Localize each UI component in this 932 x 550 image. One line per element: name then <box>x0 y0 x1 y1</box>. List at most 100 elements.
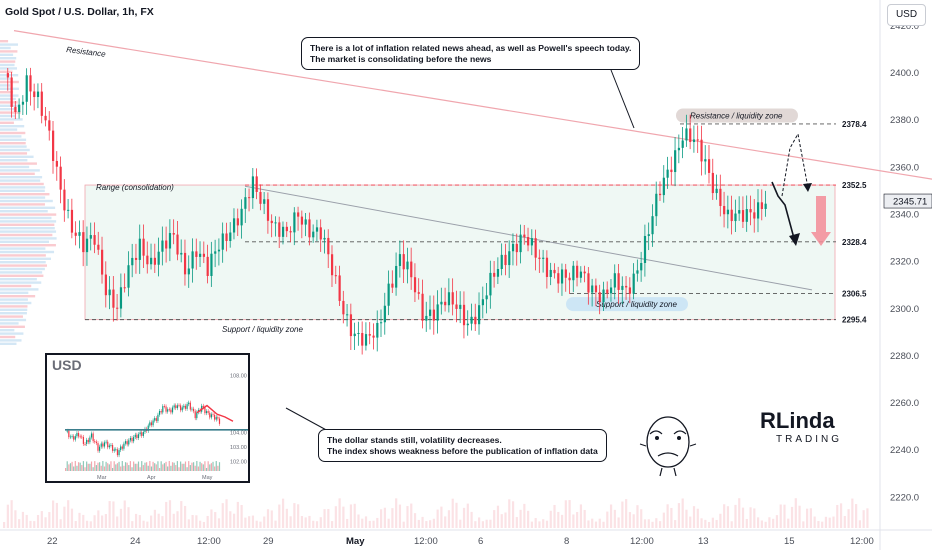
usd-candle-body <box>205 411 208 414</box>
usd-recent-segment <box>196 404 234 422</box>
volume-bar <box>131 521 134 528</box>
usd-inset-chart: 108.00 104.00 103.00 102.00 Mar Apr May USD <box>45 353 250 483</box>
usd-candle-body <box>81 436 83 438</box>
candle-body <box>304 219 307 225</box>
usd-candle-body <box>183 405 185 408</box>
usd-candle-body <box>68 430 70 438</box>
volume-bar <box>591 518 594 528</box>
usd-candle-body <box>186 404 188 409</box>
volume-bar <box>500 514 503 528</box>
usd-volume-bar <box>168 461 170 471</box>
usd-candle-body <box>94 441 96 442</box>
usd-volume-bar <box>180 461 182 471</box>
time-tick-label: 12:00 <box>197 536 221 547</box>
brand-logo: RLinda TRADING <box>760 408 839 445</box>
candle-body <box>195 251 198 257</box>
volume-bar <box>240 505 243 528</box>
candle-body <box>349 314 353 337</box>
volume-profile-bar <box>0 104 19 107</box>
volume-bar <box>462 507 466 528</box>
usd-volume-bar <box>188 461 190 471</box>
candle-body <box>625 285 628 288</box>
usd-volume-bar <box>107 463 109 471</box>
range-label: Range (consolidation) <box>96 183 174 192</box>
time-tick-label: 13 <box>698 536 709 547</box>
volume-bar <box>85 520 89 528</box>
volume-bar <box>557 511 560 528</box>
volume-profile-bar <box>0 274 44 277</box>
candle-body <box>402 254 405 270</box>
usd-volume-bar <box>89 463 91 471</box>
volume-bar <box>432 518 435 528</box>
candle-body <box>496 268 500 277</box>
volume-bar <box>485 519 488 528</box>
usd-volume-bar <box>71 461 73 471</box>
candle-body <box>157 251 160 265</box>
resistance-trendline <box>13 30 932 180</box>
volume-bar <box>187 519 190 528</box>
usd-volume-bar <box>170 465 172 471</box>
candle-body <box>444 301 447 306</box>
volume-profile-bar <box>0 108 17 111</box>
candle-body <box>692 139 696 143</box>
volume-bar <box>843 516 846 528</box>
volume-profile-bar <box>0 162 37 165</box>
price-tick-label: 2280.0 <box>890 351 919 362</box>
usd-candle-body <box>74 436 76 440</box>
usd-candle-body <box>86 439 88 444</box>
volume-bar <box>82 514 85 528</box>
volume-bar <box>447 510 451 528</box>
volume-profile-bar <box>0 322 19 325</box>
usd-volume-bar <box>209 464 211 471</box>
candle-body <box>338 275 341 301</box>
usd-volume-bar <box>123 465 125 471</box>
volume-bar <box>602 521 605 528</box>
volume-bar <box>259 521 262 528</box>
candle-body <box>21 101 25 105</box>
candle-body <box>553 269 556 274</box>
candle-body <box>655 193 658 217</box>
volume-profile-bar <box>0 131 26 135</box>
volume-bar <box>274 520 277 528</box>
candle-body <box>689 128 692 143</box>
candle-body <box>704 159 707 162</box>
volume-bar <box>734 504 737 528</box>
support-zone-label-left: Support / liquidity zone <box>222 325 303 334</box>
volume-bar <box>14 510 17 528</box>
volume-bar <box>798 505 801 528</box>
time-tick-label: 22 <box>47 536 58 547</box>
candle-body <box>455 304 458 309</box>
volume-profile-bar <box>0 80 19 84</box>
volume-profile-bar <box>0 87 19 90</box>
candle-body <box>696 139 699 141</box>
candle-body <box>330 254 334 276</box>
volume-profile-bar <box>0 46 11 50</box>
volume-profile-bar <box>0 257 51 260</box>
volume-profile-bar <box>0 223 55 226</box>
volume-bar <box>692 506 696 528</box>
volume-bar <box>210 509 213 528</box>
usd-candle-body <box>173 405 175 408</box>
candle-body <box>44 115 47 121</box>
usd-candle-body <box>118 450 120 456</box>
candle-body <box>711 172 714 194</box>
candle-body <box>214 251 217 254</box>
usd-volume-bar <box>157 461 159 471</box>
candle-body <box>485 295 488 300</box>
price-tick-label: 2340.0 <box>890 210 919 221</box>
usd-candle-body <box>126 441 128 445</box>
candle-body <box>481 299 484 306</box>
volume-bar <box>564 500 567 528</box>
candle-body <box>255 176 258 192</box>
usd-candle-body <box>147 425 149 431</box>
volume-profile-bar <box>0 305 28 308</box>
usd-volume-bar <box>141 461 143 471</box>
usd-candle-body <box>123 443 125 449</box>
volume-bar <box>478 517 481 528</box>
price-tick-label: 2300.0 <box>890 304 919 315</box>
usd-volume-bar <box>202 464 204 471</box>
usd-candle-body <box>160 411 162 413</box>
volume-bar <box>21 511 25 528</box>
currency-button[interactable]: USD <box>887 4 926 26</box>
usd-candle-body <box>66 430 68 432</box>
